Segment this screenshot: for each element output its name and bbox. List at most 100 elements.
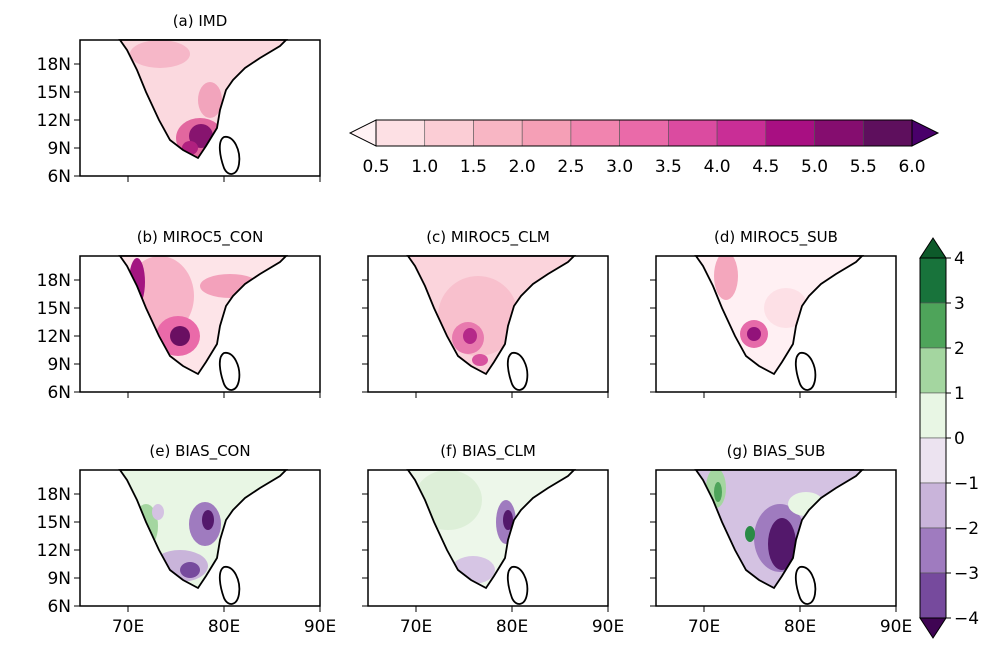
lon-label-80e: 80E — [496, 617, 528, 637]
colorbar-tick-label: 2.0 — [509, 157, 536, 177]
lat-label-6n: 6N — [47, 597, 71, 617]
lon-label-70e: 70E — [400, 617, 432, 637]
colorbar-segment — [919, 257, 947, 304]
colorbar-segment — [570, 119, 620, 147]
panel-b: (b) MIROC5_CON 18N 15N 12N 9N 6N — [37, 228, 321, 403]
lon-ticks — [127, 392, 321, 398]
colorbar-tick-label: −2 — [954, 519, 979, 539]
panel-title: (a) IMD — [173, 12, 228, 30]
colorbar-segment — [919, 572, 947, 619]
colorbar-tick-label: 1 — [954, 384, 965, 404]
lat-label-9n: 9N — [47, 139, 71, 159]
panel-c: (c) MIROC5_CLM — [362, 228, 609, 398]
lon-label-90e: 90E — [592, 617, 624, 637]
colorbar-tick-label: 3 — [954, 294, 965, 314]
colorbar-tick-label: 5.5 — [850, 157, 877, 177]
panel-g: (g) BIAS_SUB 70E 80E 90E — [650, 442, 912, 637]
panel-title: (g) BIAS_SUB — [727, 442, 826, 461]
lon-ticks: 70E 80E 90E — [112, 606, 336, 637]
lat-label-15n: 15N — [37, 83, 71, 103]
colorbar-tick-label: 4 — [954, 249, 965, 269]
lat-label-9n: 9N — [47, 569, 71, 589]
lon-label-90e: 90E — [880, 617, 912, 637]
lat-label-15n: 15N — [37, 513, 71, 533]
colorbar-bias: 4 3 2 1 0 −1 −2 −3 −4 — [919, 237, 979, 639]
lat-label-12n: 12N — [37, 541, 71, 561]
panel-title: (e) BIAS_CON — [149, 442, 250, 461]
lon-label-90e: 90E — [304, 617, 336, 637]
lat-ticks: 18N 15N 12N 9N 6N — [37, 271, 80, 403]
lon-ticks: 70E 80E 90E — [688, 606, 912, 637]
colorbar-tick-label: 1.5 — [460, 157, 487, 177]
lat-label-15n: 15N — [37, 299, 71, 319]
lat-ticks — [362, 279, 368, 393]
lat-ticks: 18N 15N 12N 9N 6N — [37, 485, 80, 617]
lon-ticks: 70E 80E 90E — [400, 606, 624, 637]
colorbar-tick-label: 1.0 — [411, 157, 438, 177]
lon-label-70e: 70E — [688, 617, 720, 637]
colorbar-segment — [716, 119, 767, 147]
lon-label-80e: 80E — [208, 617, 240, 637]
colorbar-tick-label: −3 — [954, 564, 979, 584]
colorbar-segment — [765, 119, 815, 147]
lon-ticks — [703, 392, 897, 398]
lat-label-18n: 18N — [37, 271, 71, 291]
colorbar-tick-label: 5.0 — [801, 157, 828, 177]
colorbar-segment — [862, 119, 913, 147]
lat-ticks — [650, 493, 656, 607]
panel-a: (a) IMD 18N 15N 12N 9N 6N — [37, 12, 321, 187]
colorbar-tick-label: 0.5 — [362, 157, 389, 177]
colorbar-tick-label: 3.5 — [655, 157, 682, 177]
colorbar-tick-label: 2.5 — [557, 157, 584, 177]
lat-label-6n: 6N — [47, 383, 71, 403]
colorbar-tick-label: 4.5 — [752, 157, 779, 177]
lon-label-80e: 80E — [784, 617, 816, 637]
colorbar-segment — [919, 527, 947, 574]
panel-title: (c) MIROC5_CLM — [426, 228, 550, 247]
colorbar-segment — [521, 119, 572, 147]
colorbar-segment — [668, 119, 718, 147]
lat-ticks — [362, 493, 368, 607]
colorbar-segment — [473, 119, 523, 147]
lat-label-12n: 12N — [37, 111, 71, 131]
lon-ticks — [127, 176, 321, 182]
colorbar-segment — [919, 482, 947, 529]
lon-ticks — [415, 392, 609, 398]
colorbar-segment — [919, 437, 947, 484]
lat-label-12n: 12N — [37, 327, 71, 347]
lon-label-70e: 70E — [112, 617, 144, 637]
colorbar-segment — [619, 119, 669, 147]
colorbar-tick-label: −1 — [954, 474, 979, 494]
panel-d: (d) MIROC5_SUB — [650, 228, 897, 398]
colorbar-segment — [424, 119, 474, 147]
colorbar-tick-label: 0 — [954, 429, 965, 449]
lat-label-6n: 6N — [47, 167, 71, 187]
lat-ticks: 18N 15N 12N 9N 6N — [37, 55, 80, 187]
colorbar-extend-max — [919, 237, 947, 259]
colorbar-extend-max — [911, 119, 940, 147]
lat-label-9n: 9N — [47, 355, 71, 375]
colorbar-tick-label: 3.0 — [606, 157, 633, 177]
colorbar-segment — [919, 392, 947, 439]
colorbar-tick-label: 2 — [954, 339, 965, 359]
colorbar-tick-label: 6.0 — [898, 157, 925, 177]
colorbar-tick-label: −4 — [954, 609, 979, 629]
colorbar-extend-min — [919, 617, 947, 639]
lat-label-18n: 18N — [37, 485, 71, 505]
colorbar-segment — [919, 347, 947, 394]
panel-f: (f) BIAS_CLM 70E 80E 90E — [362, 442, 624, 637]
panel-title: (d) MIROC5_SUB — [714, 228, 838, 247]
lat-ticks — [650, 279, 656, 393]
colorbar-extend-min — [348, 119, 377, 147]
colorbar-outline — [375, 119, 913, 147]
panel-title: (f) BIAS_CLM — [440, 442, 536, 461]
panel-e: (e) BIAS_CON 18N 15N 12N 9N 6N 70E 80E 9… — [37, 442, 337, 637]
colorbar-tick-label: 4.0 — [704, 157, 731, 177]
panel-title: (b) MIROC5_CON — [137, 228, 264, 247]
lat-label-18n: 18N — [37, 55, 71, 75]
colorbar-segment — [375, 119, 426, 147]
colorbar-segment — [919, 302, 947, 349]
colorbar-segment — [814, 119, 864, 147]
colorbar-mean: 0.5 1.0 1.5 2.0 2.5 3.0 3.5 4.0 4.5 5.0 5.5 6.0 — [348, 119, 940, 177]
